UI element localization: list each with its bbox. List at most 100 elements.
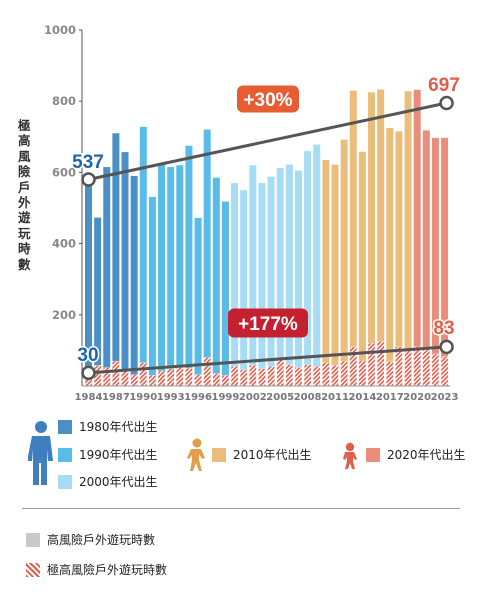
bar-high-risk <box>258 183 266 386</box>
child-person-icon <box>187 438 205 471</box>
bar-high-risk <box>103 167 111 386</box>
bar-extreme-risk <box>386 361 394 387</box>
bar-high-risk <box>294 170 302 386</box>
bar-extreme-risk <box>313 366 321 387</box>
legend-swatch-2010 <box>212 447 226 462</box>
x-tick-label: 2008 <box>294 392 322 403</box>
bar-extreme-risk <box>413 346 421 387</box>
bar-extreme-risk <box>294 367 303 387</box>
bar-high-risk <box>185 145 193 386</box>
bar-extreme-risk <box>422 348 430 387</box>
bar-extreme-risk <box>285 364 294 387</box>
bar-high-risk <box>212 177 220 386</box>
x-tick-label: 1999 <box>212 392 240 403</box>
bar-high-risk <box>130 175 138 386</box>
x-tick-label: 2017 <box>376 392 404 403</box>
bar-high-risk <box>231 183 239 386</box>
badge-plus30 <box>237 85 299 113</box>
legend-swatch-high-risk <box>26 532 40 547</box>
label-697: 697 <box>428 75 460 96</box>
bar-high-risk <box>358 151 366 386</box>
bar-extreme-risk <box>148 375 157 387</box>
x-tick-label: 1993 <box>157 392 185 403</box>
legend-high-risk: 高風險戶外遊玩時數 <box>26 531 155 548</box>
x-tick-label: 2011 <box>321 392 349 403</box>
legend-2010: 2010年代出生 <box>212 446 312 463</box>
bar-extreme-risk <box>221 375 230 387</box>
legend-label-high-risk: 高風險戶外遊玩時數 <box>47 533 156 547</box>
y-tick-label: 600 <box>52 165 76 179</box>
bar-high-risk <box>221 201 229 386</box>
badge-plus177 <box>228 308 308 338</box>
legend-label-1990: 1990年代出生 <box>79 448 158 462</box>
x-tick-label: 1984 <box>75 392 103 403</box>
legend-label-1980: 1980年代出生 <box>79 420 158 434</box>
bar-extreme-risk <box>130 374 138 387</box>
bar-extreme-risk <box>167 368 175 387</box>
bar-extreme-risk <box>267 366 275 387</box>
bar-extreme-risk <box>203 357 211 387</box>
bar-extreme-risk <box>440 356 449 387</box>
bar-high-risk <box>377 89 385 387</box>
bar-high-risk <box>94 217 102 386</box>
bar-extreme-risk <box>176 366 184 387</box>
bar-high-risk <box>441 137 449 386</box>
label-537: 537 <box>72 152 104 173</box>
adult-person-icon <box>28 421 53 485</box>
bar-extreme-risk <box>240 369 248 387</box>
legend-swatch-1980 <box>58 419 72 434</box>
bar-extreme-risk <box>194 374 202 387</box>
legend-label-2020: 2020年代出生 <box>387 448 466 462</box>
legend-2020: 2020年代出生 <box>366 446 466 463</box>
bar-extreme-risk <box>185 368 193 387</box>
bar-high-risk <box>240 190 248 386</box>
legend-1990: 1990年代出生 <box>58 446 158 463</box>
bar-high-risk <box>203 129 211 386</box>
x-tick-label: 2020 <box>403 392 431 403</box>
bar-extreme-risk <box>230 366 239 387</box>
bar-high-risk <box>349 90 357 387</box>
badge-plus177-text: +177% <box>238 314 298 335</box>
bar-high-risk <box>139 126 147 386</box>
bar-extreme-risk <box>322 362 330 387</box>
trend-marker-start <box>81 365 96 381</box>
x-tick-label: 1990 <box>129 392 157 403</box>
bar-high-risk <box>148 196 156 386</box>
legend-label-2000: 2000年代出生 <box>79 475 158 489</box>
bar-extreme-risk <box>139 362 147 387</box>
x-tick-label: 2014 <box>348 392 376 403</box>
bar-high-risk <box>304 151 312 386</box>
bar-extreme-risk <box>258 368 266 387</box>
bar-high-risk <box>422 130 430 386</box>
trend-line-extreme <box>88 345 447 375</box>
bar-high-risk <box>249 165 257 386</box>
bar-high-risk <box>331 164 339 386</box>
bar-extreme-risk <box>112 360 120 387</box>
x-tick-label: 1996 <box>184 392 212 403</box>
legend-2000: 2000年代出生 <box>58 473 158 490</box>
bar-extreme-risk <box>121 369 129 387</box>
legend-swatch-1990 <box>58 447 72 462</box>
y-tick-label: 400 <box>52 237 76 251</box>
legend-swatch-extreme-risk <box>26 562 40 577</box>
bar-high-risk <box>431 137 439 386</box>
bar-extreme-risk <box>377 341 385 387</box>
y-tick-label: 1000 <box>44 23 76 37</box>
bar-high-risk <box>194 217 202 386</box>
bar-extreme-risk <box>212 373 220 387</box>
bar-extreme-risk <box>340 360 348 387</box>
bar-high-risk <box>340 139 348 386</box>
x-tick-label: 2023 <box>431 392 459 403</box>
legend-swatch-2020 <box>366 447 380 462</box>
x-tick-label: 2005 <box>266 392 294 403</box>
x-tick-label: 1987 <box>102 392 130 403</box>
bar-high-risk <box>121 152 129 386</box>
bar-extreme-risk <box>431 353 440 387</box>
legend-swatch-2000 <box>58 474 72 489</box>
bar-extreme-risk <box>331 365 339 387</box>
y-tick-label: 800 <box>52 94 76 108</box>
bar-extreme-risk <box>395 346 403 387</box>
legend-1980: 1980年代出生 <box>58 418 158 435</box>
bar-extreme-risk <box>367 343 376 387</box>
